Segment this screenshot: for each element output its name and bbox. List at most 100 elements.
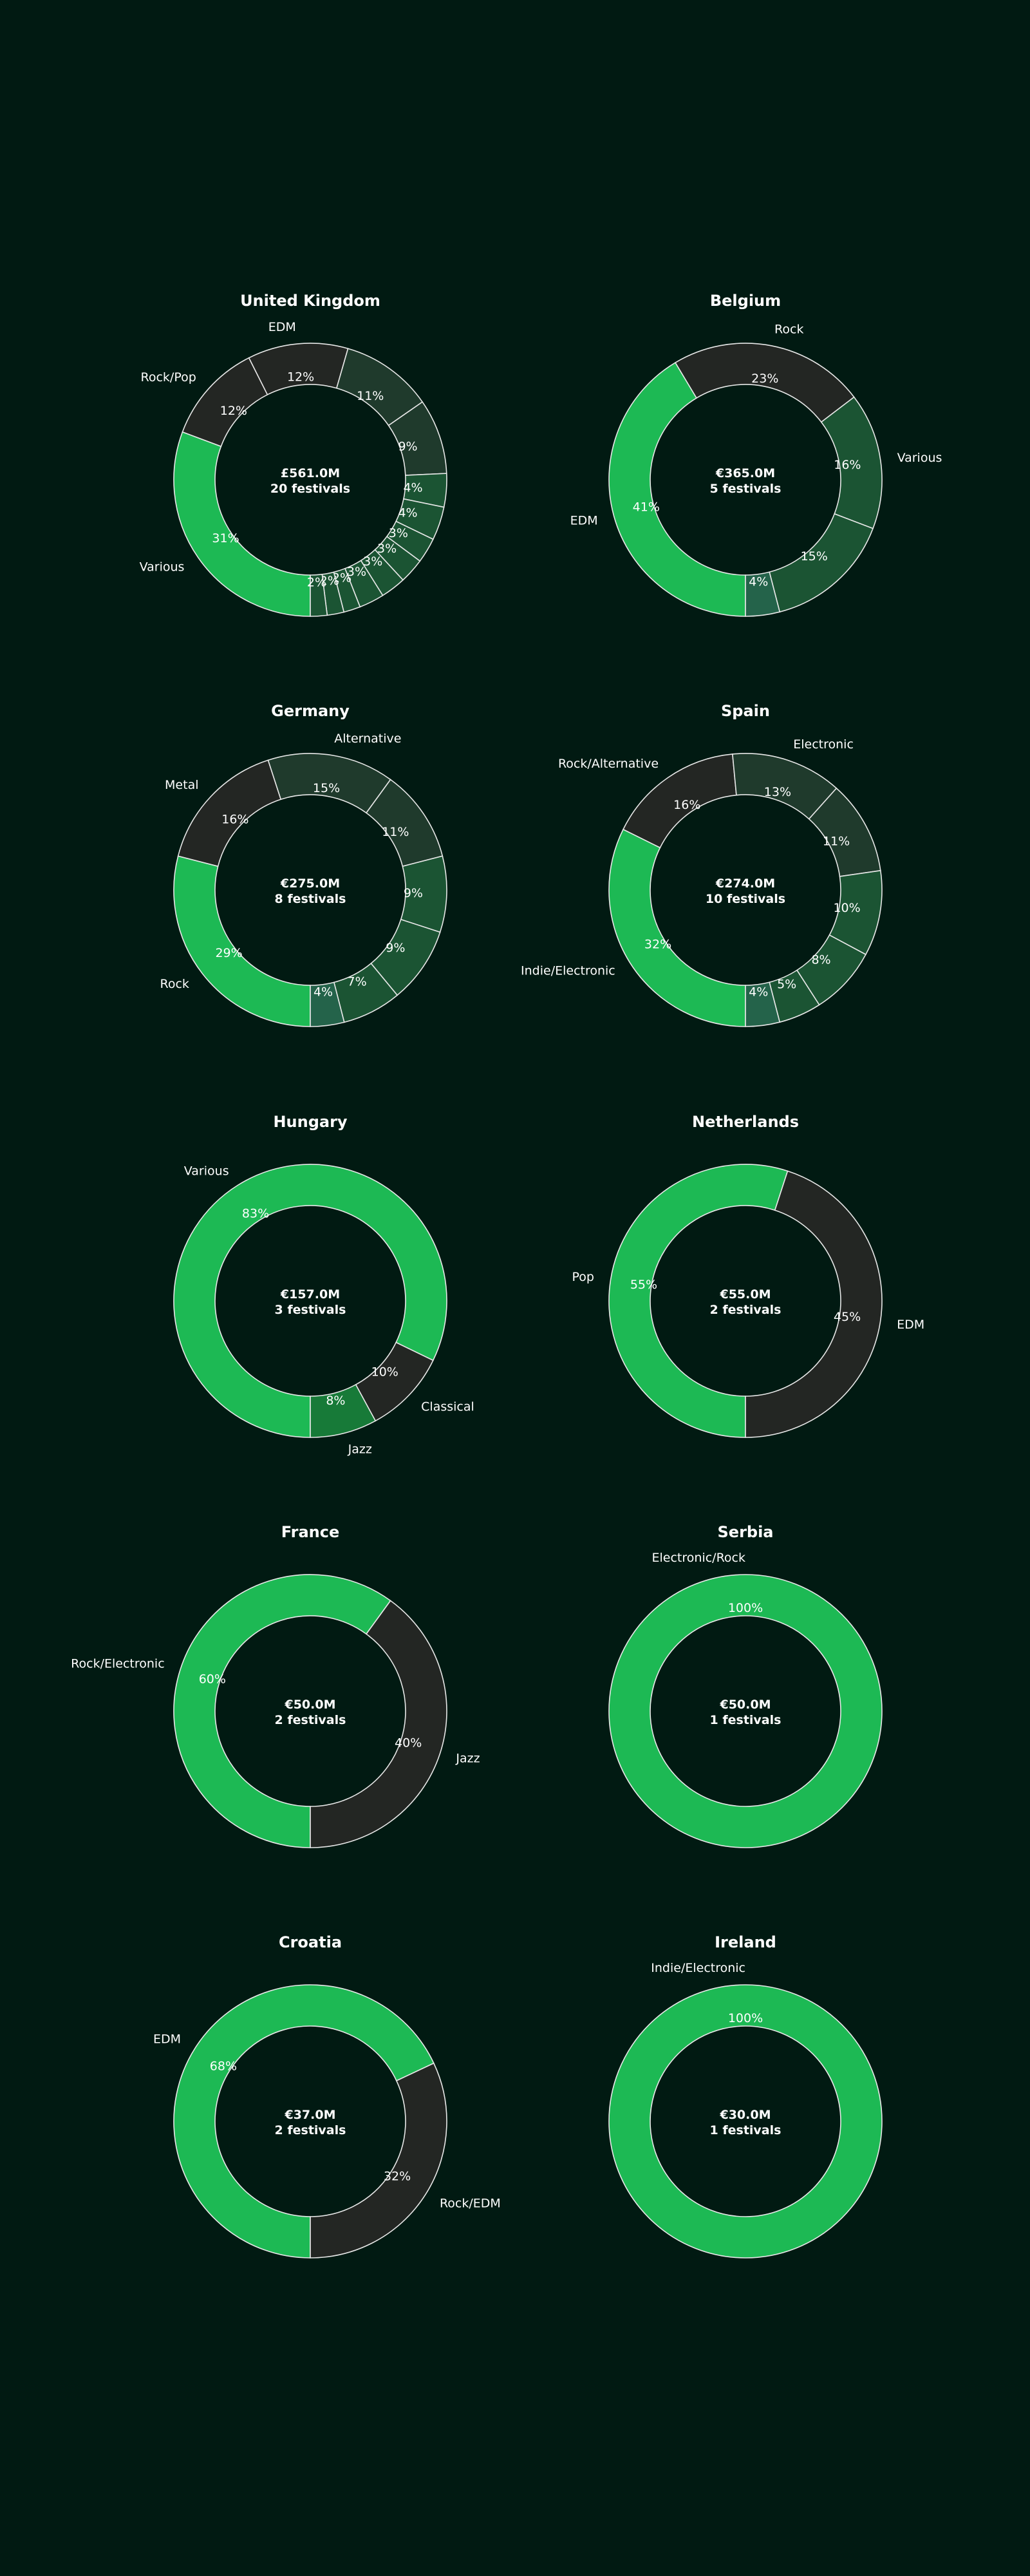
slice-percent-label: 4% — [749, 575, 768, 589]
slice-percent-label: 3% — [363, 554, 382, 569]
slice-percent-label: 15% — [313, 781, 340, 795]
center-total-value: €50.0M — [284, 1698, 335, 1712]
donut-slice — [310, 1600, 447, 1848]
slice-percent-label: 100% — [728, 1601, 763, 1615]
chart-title: Belgium — [710, 292, 781, 310]
donut-slice — [310, 573, 328, 617]
center-total-value: €275.0M — [280, 876, 340, 891]
donut-slice — [173, 1574, 391, 1848]
slice-percent-label: 13% — [764, 785, 791, 799]
slice-percent-label: 10% — [371, 1365, 398, 1379]
slice-category-label: Rock/Alternative — [558, 757, 659, 771]
donut-slice — [310, 2062, 447, 2259]
slice-category-label: Pop — [572, 1270, 594, 1284]
slice-category-label: Classical — [421, 1399, 474, 1414]
slice-percent-label: 4% — [749, 985, 768, 999]
donut-chart: Ireland 100% Indie/Electronic €30.0M1 festi… — [608, 1933, 883, 2259]
donut-chart: Croatia 68% EDM 32% Rock/EDM €37.0M2 festival… — [153, 1933, 501, 2259]
chart-title: Ireland — [715, 1933, 776, 1951]
slice-percent-label: 40% — [395, 1736, 422, 1750]
slice-percent-label: 3% — [377, 542, 397, 556]
center-total-value: €37.0M — [284, 2108, 335, 2122]
donut-slice — [173, 1164, 447, 1438]
donut-slice — [608, 828, 746, 1027]
slice-category-label: Rock/Electronic — [71, 1656, 164, 1671]
donut-chart: Spain 32% Indie/Electronic 16% Rock/Alternat… — [521, 702, 883, 1027]
slice-category-label: Various — [184, 1164, 229, 1178]
slice-percent-label: 2% — [307, 576, 326, 590]
slice-percent-label: 83% — [242, 1206, 269, 1220]
center-festival-count: 2 festivals — [710, 1303, 782, 1317]
slice-category-label: Various — [897, 451, 942, 465]
slice-percent-label: 23% — [751, 372, 778, 386]
chart-title: France — [281, 1523, 339, 1541]
donut-slice — [310, 981, 345, 1027]
center-total-value: €55.0M — [719, 1287, 771, 1302]
slice-category-label: Rock/Pop — [141, 370, 196, 384]
center-total-value: €50.0M — [719, 1698, 771, 1712]
chart-title: Croatia — [279, 1933, 342, 1951]
slice-category-label: Various — [140, 560, 185, 574]
chart-title: Germany — [271, 702, 350, 720]
slice-percent-label: 5% — [777, 978, 796, 992]
slice-category-label: EDM — [153, 2032, 181, 2046]
slice-percent-label: 4% — [403, 480, 422, 495]
slice-category-label: Indie/Electronic — [651, 1961, 745, 1975]
slice-percent-label: 68% — [210, 2059, 237, 2073]
donut-chart: Germany 29% Rock 16% Metal 15% Alternative 11% 9… — [160, 702, 447, 1027]
chart-title: United Kingdom — [240, 292, 380, 310]
slice-category-label: EDM — [897, 1318, 924, 1332]
slice-category-label: Jazz — [455, 1752, 480, 1766]
donut-chart: United Kingdom 31% Various 12% Rock/Pop 12% ED… — [140, 292, 447, 617]
slice-category-label: Metal — [165, 778, 198, 792]
slice-percent-label: 41% — [633, 500, 660, 515]
slice-percent-label: 11% — [382, 825, 409, 839]
donut-chart: Netherlands 55% Pop 45% EDM €55.0M2 festivals — [572, 1113, 924, 1438]
slice-percent-label: 9% — [404, 886, 423, 900]
slice-category-label: Electronic/Rock — [652, 1551, 745, 1565]
slice-category-label: EDM — [268, 320, 296, 334]
slice-percent-label: 11% — [823, 834, 850, 848]
slice-category-label: Jazz — [348, 1443, 372, 1457]
slice-category-label: Electronic — [793, 737, 854, 752]
slice-percent-label: 29% — [215, 946, 242, 960]
donut-chart: France 60% Rock/Electronic 40% Jazz €50.0M2 f… — [71, 1523, 480, 1848]
donut-slice — [609, 1575, 882, 1848]
chart-title: Hungary — [273, 1113, 347, 1131]
center-total-value: €274.0M — [715, 876, 775, 891]
slice-percent-label: 55% — [630, 1278, 657, 1292]
slice-outline — [650, 2025, 841, 2217]
donut-slice — [745, 571, 781, 617]
center-total-value: €157.0M — [280, 1287, 340, 1302]
chart-title: Netherlands — [692, 1113, 799, 1131]
slice-percent-label: 100% — [728, 2011, 763, 2025]
chart-title: Serbia — [718, 1523, 774, 1541]
slice-percent-label: 2% — [332, 571, 351, 585]
slice-percent-label: 10% — [833, 901, 860, 915]
center-total-value: £561.0M — [281, 466, 340, 480]
slice-outline — [608, 1984, 883, 2259]
center-festival-count: 3 festivals — [275, 1303, 346, 1317]
slice-percent-label: 2% — [320, 574, 339, 588]
slice-percent-label: 3% — [389, 526, 408, 540]
center-total-value: €365.0M — [715, 466, 775, 480]
slice-percent-label: 32% — [384, 2170, 411, 2184]
center-festival-count: 10 festivals — [706, 892, 785, 906]
center-festival-count: 8 festivals — [275, 892, 346, 906]
slice-percent-label: 11% — [357, 389, 384, 403]
slice-percent-label: 9% — [398, 440, 417, 454]
donut-slice — [310, 1383, 377, 1438]
slice-percent-label: 3% — [347, 565, 366, 579]
donut-slice — [608, 362, 746, 617]
slice-category-label: Rock/EDM — [440, 2197, 501, 2211]
center-total-value: €30.0M — [719, 2108, 771, 2122]
slice-percent-label: 32% — [644, 937, 671, 951]
slice-percent-label: 8% — [811, 953, 830, 967]
center-festival-count: 1 festivals — [710, 1713, 782, 1727]
slice-category-label: Alternative — [334, 732, 401, 746]
donut-slice — [173, 431, 311, 617]
slice-percent-label: 12% — [220, 404, 247, 418]
slice-percent-label: 12% — [287, 370, 314, 384]
center-festival-count: 1 festivals — [710, 2123, 782, 2137]
